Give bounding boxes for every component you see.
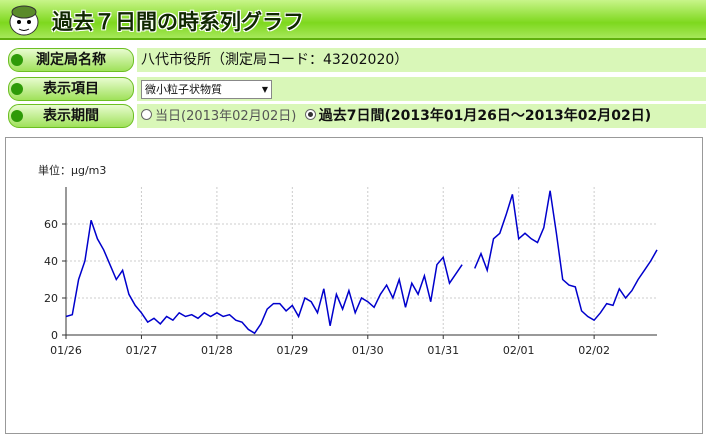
radio-label[interactable]: 過去7日間(2013年01月26日～2013年02月02日) bbox=[318, 108, 652, 124]
x-tick-label: 01/30 bbox=[352, 344, 384, 357]
radio-button[interactable] bbox=[304, 109, 316, 120]
y-tick-label: 20 bbox=[44, 292, 58, 305]
station-name: 八代市役所（測定局コード：43202020） bbox=[141, 52, 409, 68]
form-row: 測定局名称 八代市役所（測定局コード：43202020） bbox=[0, 48, 706, 72]
field-label: 測定局名称 bbox=[8, 48, 134, 72]
page-title: 過去７日間の時系列グラフ bbox=[52, 10, 304, 34]
data-line bbox=[65, 220, 463, 335]
x-tick-label: 02/02 bbox=[578, 344, 610, 357]
field-label: 表示項目 bbox=[8, 77, 134, 101]
field-label: 表示期間 bbox=[8, 104, 134, 128]
y-tick-label: 0 bbox=[51, 329, 58, 342]
data-line bbox=[474, 190, 658, 322]
mascot-icon bbox=[9, 5, 39, 36]
x-tick-label: 01/31 bbox=[427, 344, 459, 357]
chart: 単位：μg/m3 0 20 40 60 01/26 01/27 01/28 01/29 01/3… bbox=[5, 137, 703, 434]
y-tick-label: 40 bbox=[44, 255, 58, 268]
form-row: 表示項目 微小粒子状物質 bbox=[0, 77, 706, 101]
radio-button[interactable] bbox=[141, 109, 152, 120]
unit-label: 単位：μg/m3 bbox=[38, 163, 106, 177]
field-value: 八代市役所（測定局コード：43202020） bbox=[137, 48, 706, 72]
x-tick-label: 02/01 bbox=[503, 344, 535, 357]
x-tick-label: 01/26 bbox=[50, 344, 82, 357]
field-value: 微小粒子状物質 bbox=[137, 77, 706, 101]
x-tick-label: 01/28 bbox=[201, 344, 233, 357]
x-tick-label: 01/29 bbox=[276, 344, 308, 357]
x-tick-label: 01/27 bbox=[126, 344, 158, 357]
radio-label[interactable]: 当日(2013年02月02日) bbox=[155, 109, 297, 124]
header: 過去７日間の時系列グラフ bbox=[0, 0, 706, 40]
y-tick-label: 60 bbox=[44, 218, 58, 231]
form-row: 表示期間 当日(2013年02月02日) 過去7日間(2013年01月26日～2… bbox=[0, 104, 706, 128]
item-select[interactable]: 微小粒子状物質 bbox=[141, 80, 272, 99]
field-value: 当日(2013年02月02日) 過去7日間(2013年01月26日～2013年0… bbox=[137, 104, 706, 128]
